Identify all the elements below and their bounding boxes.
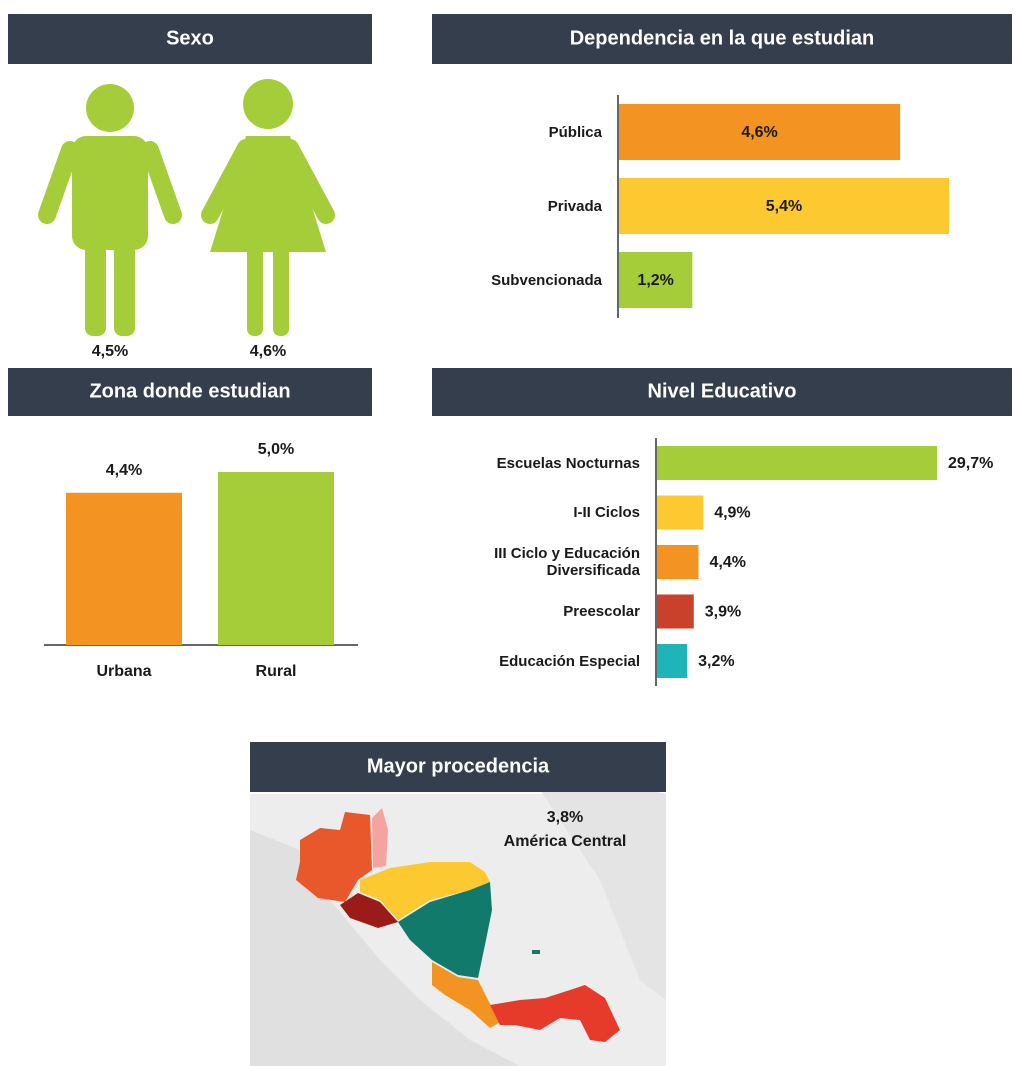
category-label: Rural [256,663,297,680]
value-label: 3,2% [698,653,734,670]
bar [657,545,699,579]
value-label: 29,7% [948,455,993,472]
panel-header [250,742,666,792]
value-label: 4,5% [92,343,128,360]
bar [619,104,901,160]
panel-header [432,368,1012,416]
value-label: 4,4% [709,554,745,571]
category-label: Privada [547,197,602,215]
region-label: América Central [504,833,627,850]
panel-header [432,14,1012,64]
panel-title: Sexo [166,27,214,49]
map [250,760,666,1066]
category-label: Subvencionada [491,271,602,289]
category-label: Educación Especial [499,652,640,670]
category-label: Escuelas Nocturnas [496,454,640,472]
bar [619,252,693,308]
value-label: 4,9% [714,505,750,522]
category-label: Urbana [96,663,151,680]
value-label: 4,6% [250,343,286,360]
bar [657,446,937,480]
value-label: 5,4% [766,198,802,215]
value-label: 4,6% [741,124,777,141]
category-label: III Ciclo y Educación Diversificada [494,545,640,579]
bar [619,178,949,234]
panel-title: Dependencia en la que estudian [570,27,875,49]
category-label: Pública [548,123,602,141]
value-label: 3,8% [547,809,583,826]
panel-title: Mayor procedencia [367,755,550,777]
value-label: 5,0% [258,441,294,458]
bar [66,492,182,645]
bar [657,594,694,629]
value-label: 4,4% [106,462,142,479]
bar [657,644,688,678]
panel-header [8,368,372,416]
panel-header [8,14,372,64]
category-label: I-II Ciclos [573,504,640,521]
woman-icon [201,79,335,336]
category-label: Preescolar [563,603,640,620]
man-icon [38,84,182,336]
panel-title: Nivel Educativo [648,380,797,402]
bar [657,495,704,530]
bar [218,472,334,645]
panel-title: Zona donde estudian [89,380,290,402]
value-label: 3,9% [705,604,741,621]
value-label: 1,2% [637,272,673,289]
